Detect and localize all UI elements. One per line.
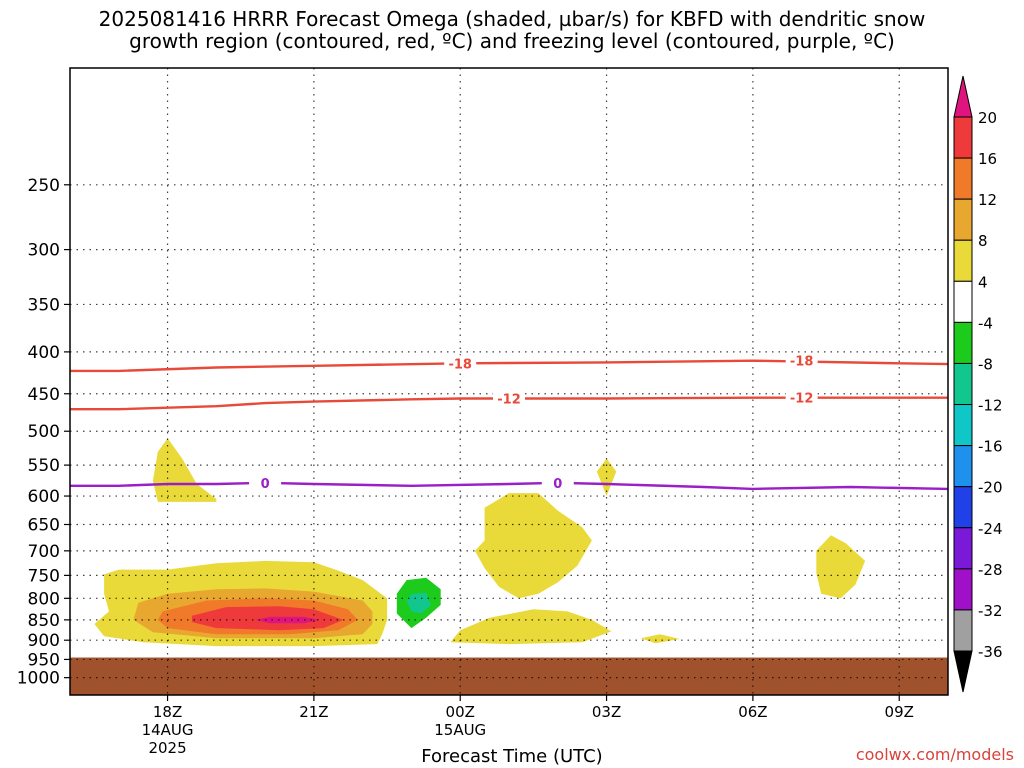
contour-label--12: -12 (790, 392, 814, 407)
colorbar-swatch-0 (953, 116, 973, 159)
title-line-2: growth region (contoured, red, ºC) and f… (129, 29, 895, 53)
colorbar-bottom-arrow (953, 650, 973, 693)
y-tick-label-950: 950 (28, 650, 60, 670)
contour-label-bg (541, 474, 574, 490)
contour-label--18: -18 (790, 355, 814, 370)
y-tick-label-850: 850 (28, 611, 60, 631)
x-tick-label-2025: 2025 (148, 739, 186, 757)
colorbar-swatch-5 (953, 321, 973, 364)
omega-region-12 (816, 535, 866, 599)
y-tick-label-500: 500 (28, 422, 60, 442)
colorbar-top-arrow (953, 75, 973, 118)
contour-label-0: 0 (553, 477, 562, 492)
chart-title: 2025081416 HRRR Forecast Omega (shaded, … (0, 8, 1024, 52)
colorbar-level-label--20: -20 (978, 479, 1003, 497)
y-tick-label-450: 450 (28, 385, 60, 405)
colorbar-swatch-6 (953, 362, 973, 406)
colorbar-level-label--12: -12 (978, 397, 1003, 415)
contour-label--18: -18 (448, 357, 472, 372)
contour-label-bg (493, 390, 525, 406)
contour-line-0 (70, 481, 948, 491)
x-tick-label-09Z: 09Z (885, 703, 914, 721)
plot-area: -18 -18 -12 -12 0 0 (70, 68, 948, 695)
x-tick-label-00Z: 00Z (446, 703, 475, 721)
y-tick-label-1000: 1000 (17, 669, 60, 689)
x-tick-label-18Z: 18Z (153, 703, 182, 721)
contour-label-bg (444, 355, 477, 371)
y-tick-label-350: 350 (28, 295, 60, 315)
x-tick-label-14AUG: 14AUG (142, 721, 194, 739)
y-tick-label-900: 900 (28, 631, 60, 651)
y-tick-label-800: 800 (28, 589, 60, 609)
omega-region-5 (152, 438, 217, 502)
colorbar-level-label-8: 8 (978, 232, 988, 250)
colorbar-level-label--32: -32 (978, 602, 1003, 620)
x-tick-label-06Z: 06Z (738, 703, 767, 721)
colorbar-swatch-7 (953, 404, 973, 447)
colorbar-level-label--24: -24 (978, 520, 1003, 538)
colorbar: 20 16 12 8 4 -4 -8 -12 -16 -20 -24 -28 -32 -36 (953, 75, 1003, 693)
colorbar-level-label--16: -16 (978, 438, 1003, 456)
contour-label-bg (785, 352, 818, 368)
colorbar-swatch-9 (953, 486, 973, 529)
colorbar-swatch-11 (953, 568, 973, 611)
y-tick-label-250: 250 (28, 176, 60, 196)
omega-region-8 (474, 493, 592, 599)
y-tick-label-400: 400 (28, 343, 60, 363)
colorbar-swatch-2 (953, 198, 973, 241)
colorbar-level-label--28: -28 (978, 561, 1003, 579)
colorbar-level-label--36: -36 (978, 643, 1003, 661)
contour-label-bg (785, 389, 818, 405)
contour-label-bg (249, 474, 282, 490)
contour-label--12: -12 (497, 392, 521, 407)
y-tick-label-650: 650 (28, 515, 60, 535)
ground-fill (70, 657, 948, 695)
title-line-1: 2025081416 HRRR Forecast Omega (shaded, … (98, 7, 926, 31)
y-tick-label-550: 550 (28, 456, 60, 476)
colorbar-level-label-20: 20 (978, 109, 997, 127)
source-link[interactable]: coolwx.com/models (855, 745, 1014, 764)
omega-region-9 (450, 609, 612, 645)
x-tick-label-03Z: 03Z (592, 703, 621, 721)
y-tick-label-300: 300 (28, 241, 60, 261)
plot-frame (69, 67, 949, 696)
plot-inner: -18 -18 -12 -12 0 0 (70, 68, 948, 695)
colorbar-swatch-3 (953, 239, 973, 282)
colorbar-level-label-16: 16 (978, 150, 997, 168)
y-tick-label-600: 600 (28, 487, 60, 507)
omega-region-7 (406, 592, 431, 614)
colorbar-swatch-8 (953, 445, 973, 488)
x-axis-label: Forecast Time (UTC) (421, 746, 603, 767)
colorbar-level-label--4: -4 (978, 314, 993, 332)
colorbar-swatch-1 (953, 157, 973, 200)
x-tick-label-21Z: 21Z (299, 703, 328, 721)
colorbar-level-label--8: -8 (978, 355, 993, 373)
y-tick-label-700: 700 (28, 542, 60, 562)
gridlines (70, 68, 948, 695)
y-tick-label-750: 750 (28, 566, 60, 586)
colorbar-level-label-12: 12 (978, 191, 997, 209)
omega-region-10 (596, 458, 617, 496)
colorbar-swatch-4 (953, 280, 973, 323)
omega-region-11 (640, 634, 680, 644)
axes: 2503003504004505005506006507007508008509… (17, 67, 949, 757)
x-tick-label-15AUG: 15AUG (434, 721, 486, 739)
colorbar-swatch-12 (953, 609, 973, 652)
contour-label-0: 0 (261, 477, 270, 492)
colorbar-level-label-4: 4 (978, 273, 988, 291)
omega-region-4 (255, 616, 319, 624)
colorbar-swatch-10 (953, 527, 973, 570)
